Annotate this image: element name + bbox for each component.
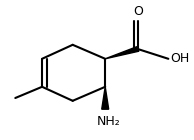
Polygon shape xyxy=(102,87,109,109)
Text: OH: OH xyxy=(170,52,190,65)
Polygon shape xyxy=(105,47,139,59)
Text: O: O xyxy=(133,5,143,18)
Text: NH₂: NH₂ xyxy=(97,115,121,128)
